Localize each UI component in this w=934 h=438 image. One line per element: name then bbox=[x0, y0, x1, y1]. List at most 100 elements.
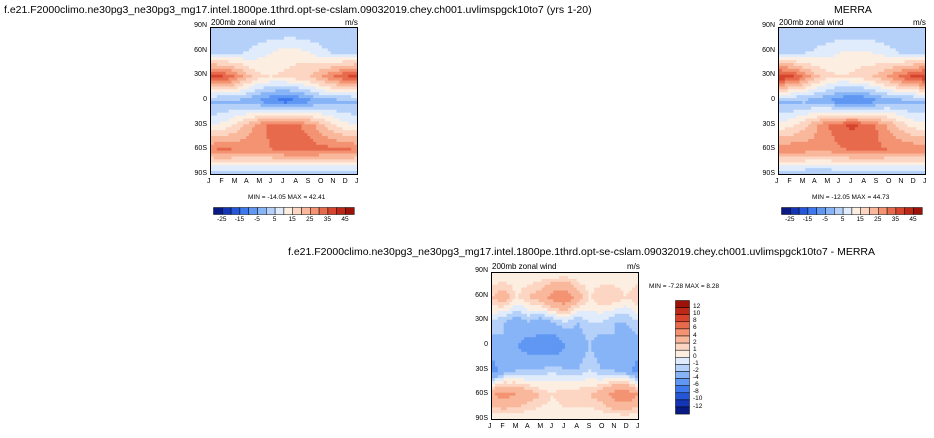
contour-cell bbox=[779, 168, 783, 172]
contour-cell bbox=[854, 109, 859, 114]
contour-cell bbox=[327, 28, 332, 32]
contour-cell bbox=[272, 109, 276, 114]
contour-cell bbox=[816, 63, 821, 67]
contour-cell bbox=[278, 133, 282, 137]
contour-cell bbox=[307, 28, 311, 32]
contour-cell bbox=[811, 54, 815, 58]
contour-cell bbox=[919, 54, 923, 58]
contour-cell bbox=[816, 36, 821, 41]
contour-cell bbox=[225, 71, 229, 76]
contour-cell bbox=[333, 89, 337, 93]
contour-cell bbox=[834, 156, 838, 160]
contour-cell bbox=[321, 127, 326, 131]
contour-cell bbox=[298, 28, 302, 32]
contour-cell bbox=[884, 60, 888, 64]
contour-cell bbox=[919, 65, 923, 70]
contour-cell bbox=[295, 168, 299, 172]
contour-cell bbox=[304, 147, 308, 152]
contour-cell bbox=[301, 118, 305, 122]
contour-cell bbox=[881, 147, 885, 152]
contour-cell bbox=[837, 86, 841, 90]
contour-cell bbox=[348, 63, 352, 67]
contour-cell bbox=[919, 103, 923, 108]
contour-cell bbox=[251, 65, 256, 70]
contour-cell bbox=[840, 118, 844, 122]
contour-cell bbox=[321, 57, 326, 61]
contour-cell bbox=[240, 83, 244, 87]
contour-cell bbox=[907, 162, 911, 166]
contour-cell bbox=[330, 165, 335, 169]
contour-cell bbox=[922, 48, 925, 52]
contour-cell bbox=[354, 121, 357, 125]
contour-cell bbox=[278, 45, 282, 49]
contour-cell bbox=[225, 28, 229, 32]
contour-cell bbox=[286, 109, 291, 114]
contour-cell bbox=[275, 68, 279, 73]
contour-cell bbox=[898, 159, 903, 163]
contour-cell bbox=[237, 112, 241, 116]
contour-cell bbox=[892, 80, 897, 84]
contour-cell bbox=[866, 54, 870, 58]
contour-cell bbox=[790, 165, 794, 169]
contour-cell bbox=[351, 63, 355, 67]
contour-cell bbox=[819, 71, 824, 76]
contour-cell bbox=[922, 45, 925, 49]
contour-cell bbox=[872, 28, 876, 32]
contour-cell bbox=[857, 150, 862, 154]
contour-cell bbox=[216, 115, 221, 119]
contour-cell bbox=[834, 115, 838, 119]
contour-cell bbox=[784, 65, 789, 70]
contour-cell bbox=[292, 28, 297, 32]
contour-cell bbox=[916, 106, 920, 111]
contour-cell bbox=[784, 115, 789, 119]
contour-cell bbox=[339, 28, 343, 32]
contour-cell bbox=[266, 71, 270, 76]
contour-cell bbox=[875, 42, 879, 46]
contour-cell bbox=[907, 68, 911, 73]
contour-cell bbox=[298, 36, 302, 41]
contour-cell bbox=[840, 33, 844, 38]
contour-cell bbox=[225, 65, 229, 70]
contour-cell bbox=[301, 98, 305, 102]
contour-cell bbox=[304, 156, 308, 160]
contour-cell bbox=[246, 86, 250, 90]
contour-cell bbox=[216, 45, 221, 49]
contour-cell bbox=[846, 138, 850, 143]
contour-cell bbox=[884, 101, 888, 105]
contour-cell bbox=[901, 30, 905, 35]
contour-cell bbox=[289, 106, 294, 111]
colorbar-swatch bbox=[248, 207, 258, 215]
contour-cell bbox=[354, 57, 357, 61]
contour-cell bbox=[333, 136, 337, 140]
contour-cell bbox=[881, 159, 885, 163]
contour-cell bbox=[251, 101, 256, 105]
contour-cell bbox=[854, 165, 859, 169]
contour-cell bbox=[889, 51, 894, 55]
contour-cell bbox=[257, 60, 262, 64]
contour-cell bbox=[796, 30, 800, 35]
contour-cell bbox=[913, 77, 917, 81]
contour-cell bbox=[895, 30, 900, 35]
contour-cell bbox=[284, 130, 288, 134]
contour-cell bbox=[225, 86, 229, 90]
contour-cell bbox=[342, 121, 346, 125]
contour-cell bbox=[875, 130, 879, 134]
contour-cell bbox=[248, 65, 253, 70]
contour-cell bbox=[889, 33, 894, 38]
contour-cell bbox=[869, 136, 873, 140]
contour-cell bbox=[231, 71, 235, 76]
contour-cell bbox=[816, 95, 821, 99]
contour-cell bbox=[857, 159, 862, 163]
contour-cell bbox=[814, 112, 818, 116]
contour-cell bbox=[843, 74, 847, 79]
contour-cell bbox=[333, 36, 337, 41]
contour-cell bbox=[237, 98, 241, 102]
contour-cell bbox=[796, 144, 800, 149]
contour-cell bbox=[263, 162, 267, 166]
contour-cell bbox=[837, 51, 841, 55]
contour-cell bbox=[272, 45, 276, 49]
contour-cell bbox=[269, 138, 273, 143]
contour-cell bbox=[281, 153, 285, 157]
contour-cell bbox=[211, 68, 215, 73]
contour-cell bbox=[910, 54, 914, 58]
